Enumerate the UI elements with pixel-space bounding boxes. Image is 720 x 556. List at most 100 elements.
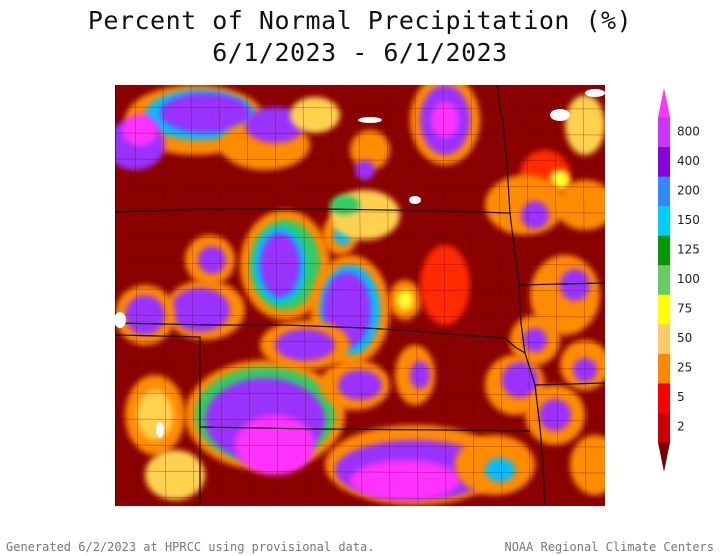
precip-contour-blobs (115, 85, 605, 505)
county-line (582, 85, 587, 506)
county-line (115, 262, 605, 266)
precip-blob (145, 450, 205, 500)
legend-swatch (658, 383, 670, 414)
legend-label: 75 (677, 301, 692, 315)
legend-swatch (658, 294, 670, 325)
county-line (414, 85, 419, 506)
county-line (115, 418, 605, 422)
county-line (115, 392, 605, 396)
county-line (162, 85, 167, 506)
legend-label: 400 (677, 154, 700, 168)
precip-blob (560, 269, 590, 301)
precip-blob (565, 95, 605, 155)
precip-blob (485, 458, 515, 482)
county-line (470, 85, 475, 506)
county-line (115, 366, 605, 370)
precip-blob (245, 107, 305, 143)
generated-note: Generated 6/2/2023 at HPRCC using provis… (6, 540, 375, 554)
precip-blob (137, 390, 173, 440)
source-credit: NOAA Regional Climate Centers (504, 540, 714, 554)
legend-label: 2 (677, 420, 685, 434)
legend-swatch (658, 324, 670, 355)
lake-shape (550, 109, 570, 121)
precip-blob (410, 361, 430, 389)
legend-swatch (658, 265, 670, 296)
county-line (358, 85, 363, 506)
precip-blob (431, 102, 459, 138)
precip-blob (420, 245, 470, 325)
legend-swatch (658, 442, 670, 472)
legend-label: 125 (677, 242, 700, 256)
county-line (115, 470, 605, 474)
legend-label: 100 (677, 272, 700, 286)
county-line (115, 444, 605, 448)
lake-shape (115, 312, 126, 328)
map-title: Percent of Normal Precipitation (%) (87, 6, 633, 35)
county-line (246, 85, 251, 506)
precipitation-map (115, 85, 605, 506)
county-line (526, 85, 531, 506)
precip-blob (160, 93, 250, 133)
legend-swatch (658, 147, 670, 178)
county-line (330, 85, 335, 506)
county-line (274, 85, 279, 506)
county-line (115, 184, 605, 188)
county-boundaries (115, 85, 605, 506)
county-line (115, 288, 605, 292)
county-line (134, 85, 139, 506)
county-line (115, 132, 605, 136)
county-line (115, 210, 605, 214)
county-line (115, 106, 605, 110)
precip-blob (170, 288, 230, 332)
county-line (115, 158, 605, 162)
precip-blob (555, 180, 605, 230)
county-line (442, 85, 447, 506)
precip-blob (502, 362, 538, 398)
legend-colorbar (658, 88, 670, 472)
lake-shape (156, 422, 164, 438)
county-line (498, 85, 503, 506)
precip-blob (550, 170, 570, 190)
precip-blob (290, 97, 340, 133)
county-line (302, 85, 307, 506)
county-line (554, 85, 559, 506)
precip-blob (355, 160, 375, 180)
precip-blob (235, 415, 315, 475)
map-date-range: 6/1/2023 - 6/1/2023 (212, 38, 508, 67)
legend-swatch (658, 353, 670, 384)
legend-swatch (658, 176, 670, 207)
precip-blob (397, 290, 413, 310)
legend-swatch (658, 235, 670, 266)
precip-blob (523, 328, 547, 352)
legend-swatch (658, 412, 670, 443)
color-legend: 800 400 200 150 125 100 75 50 25 5 2 (658, 88, 700, 472)
legend-label: 50 (677, 331, 692, 345)
county-line (190, 85, 195, 506)
lakes (115, 89, 605, 438)
legend-swatch (658, 88, 670, 118)
precip-blob (350, 460, 460, 500)
legend-label: 150 (677, 213, 700, 227)
precip-blob (198, 246, 226, 274)
county-line (115, 496, 605, 500)
legend-label: 200 (677, 183, 700, 197)
lake-shape (409, 196, 421, 204)
legend-swatch (658, 117, 670, 148)
legend-label: 25 (677, 361, 692, 375)
county-line (386, 85, 391, 506)
precip-blob (521, 201, 549, 229)
precip-blob (338, 370, 382, 400)
precip-blob (260, 233, 300, 297)
state-boundaries (115, 85, 605, 506)
legend-swatch (658, 206, 670, 237)
legend-labels: 800 400 200 150 125 100 75 50 25 5 2 (677, 124, 700, 433)
county-line (115, 236, 605, 240)
precip-blob (122, 114, 158, 146)
precip-blob (485, 175, 565, 235)
precip-blob (570, 435, 605, 495)
lake-shape (585, 89, 605, 97)
precip-blob (539, 399, 571, 431)
county-line (218, 85, 223, 506)
county-line (115, 314, 605, 318)
legend-label: 5 (677, 390, 685, 404)
